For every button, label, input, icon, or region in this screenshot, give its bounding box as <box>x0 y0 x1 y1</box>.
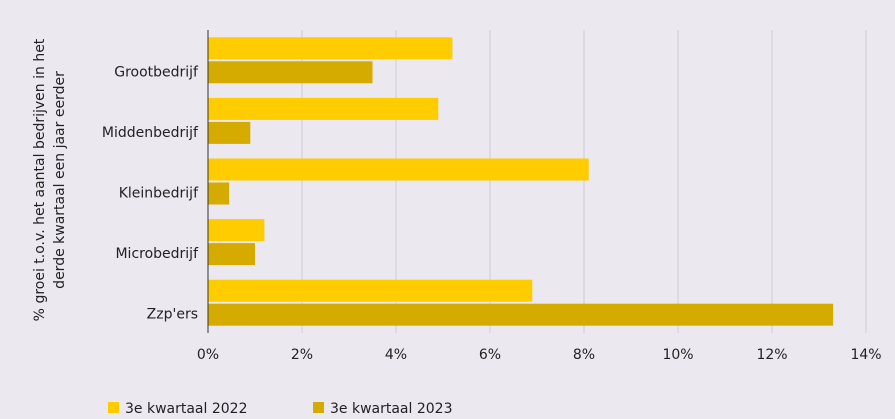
x-tick-label: 2% <box>291 347 313 363</box>
x-tick-label: 14% <box>850 347 881 363</box>
bar <box>208 121 251 144</box>
x-tick-label: 0% <box>197 347 219 363</box>
y-tick-label: Middenbedrijf <box>102 125 199 141</box>
bar <box>208 219 265 242</box>
bar <box>208 303 834 326</box>
y-tick-label: Microbedrijf <box>115 246 199 262</box>
bar <box>208 182 230 205</box>
legend-label: 3e kwartaal 2023 <box>330 401 452 417</box>
x-tick-label: 4% <box>385 347 407 363</box>
x-tick-label: 8% <box>573 347 595 363</box>
y-axis-label: % groei t.o.v. het aantal bedrijven in h… <box>32 38 48 321</box>
y-tick-label: Kleinbedrijf <box>119 186 199 202</box>
x-tick-label: 12% <box>756 347 787 363</box>
bar <box>208 37 453 60</box>
bar <box>208 97 439 120</box>
bar <box>208 61 373 84</box>
bar <box>208 158 589 181</box>
legend-swatch <box>313 402 324 413</box>
y-axis-label: derde kwartaal een jaar eerder <box>52 71 68 289</box>
x-tick-label: 10% <box>662 347 693 363</box>
bar <box>208 279 533 302</box>
bar <box>208 243 255 266</box>
legend-swatch <box>108 402 119 413</box>
y-tick-label: Zzp'ers <box>147 307 198 323</box>
y-tick-label: Grootbedrijf <box>114 64 199 80</box>
x-tick-label: 6% <box>479 347 501 363</box>
legend-label: 3e kwartaal 2022 <box>125 401 247 417</box>
